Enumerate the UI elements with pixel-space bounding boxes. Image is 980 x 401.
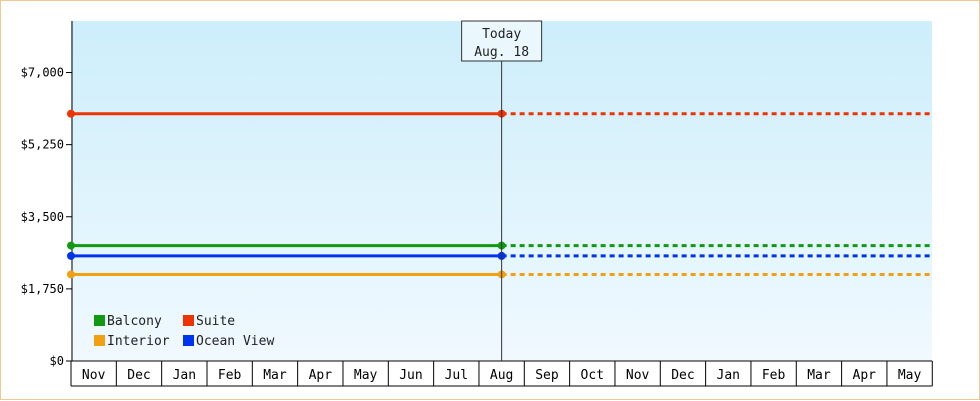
- today-date-label: Aug. 18: [474, 45, 529, 60]
- x-tick-label: Sep: [535, 368, 559, 383]
- series-start-point: [67, 109, 75, 118]
- y-tick-label: $0: [50, 354, 64, 368]
- x-tick-label: Jun: [399, 368, 422, 383]
- x-tick-label: Nov: [82, 368, 106, 383]
- x-tick-label: Jan: [717, 368, 740, 383]
- x-tick-label: Dec: [671, 368, 694, 383]
- legend-swatch: [94, 335, 105, 346]
- legend-label: Ocean View: [196, 334, 274, 349]
- y-tick-label: $3,500: [21, 210, 64, 224]
- x-tick-label: Nov: [626, 368, 650, 383]
- x-tick-label: Apr: [309, 368, 333, 383]
- x-tick-label: Mar: [263, 368, 287, 383]
- x-tick-label: Feb: [218, 368, 242, 383]
- legend-label: Balcony: [107, 314, 162, 329]
- x-tick-label: Aug: [490, 368, 513, 383]
- x-tick-label: Dec: [127, 368, 150, 383]
- legend-swatch: [94, 315, 105, 326]
- x-tick-label: Apr: [853, 368, 877, 383]
- x-tick-label: Jul: [445, 368, 468, 383]
- series-start-point: [67, 241, 75, 250]
- legend-label: Suite: [196, 314, 235, 329]
- x-tick-label: Oct: [581, 368, 604, 383]
- legend-swatch: [183, 315, 194, 326]
- y-tick-label: $5,250: [21, 138, 64, 152]
- x-tick-label: May: [898, 368, 922, 383]
- x-tick-label: Jan: [173, 368, 196, 383]
- y-tick-label: $7,000: [21, 66, 64, 80]
- legend-label: Interior: [107, 334, 170, 349]
- legend-swatch: [183, 335, 194, 346]
- x-tick-label: Mar: [807, 368, 831, 383]
- y-tick-label: $1,750: [21, 282, 64, 296]
- x-tick-label: May: [354, 368, 378, 383]
- series-start-point: [67, 270, 75, 279]
- today-box: [461, 20, 543, 62]
- x-tick-label: Feb: [762, 368, 786, 383]
- series-start-point: [67, 251, 75, 260]
- today-label: Today: [482, 27, 521, 42]
